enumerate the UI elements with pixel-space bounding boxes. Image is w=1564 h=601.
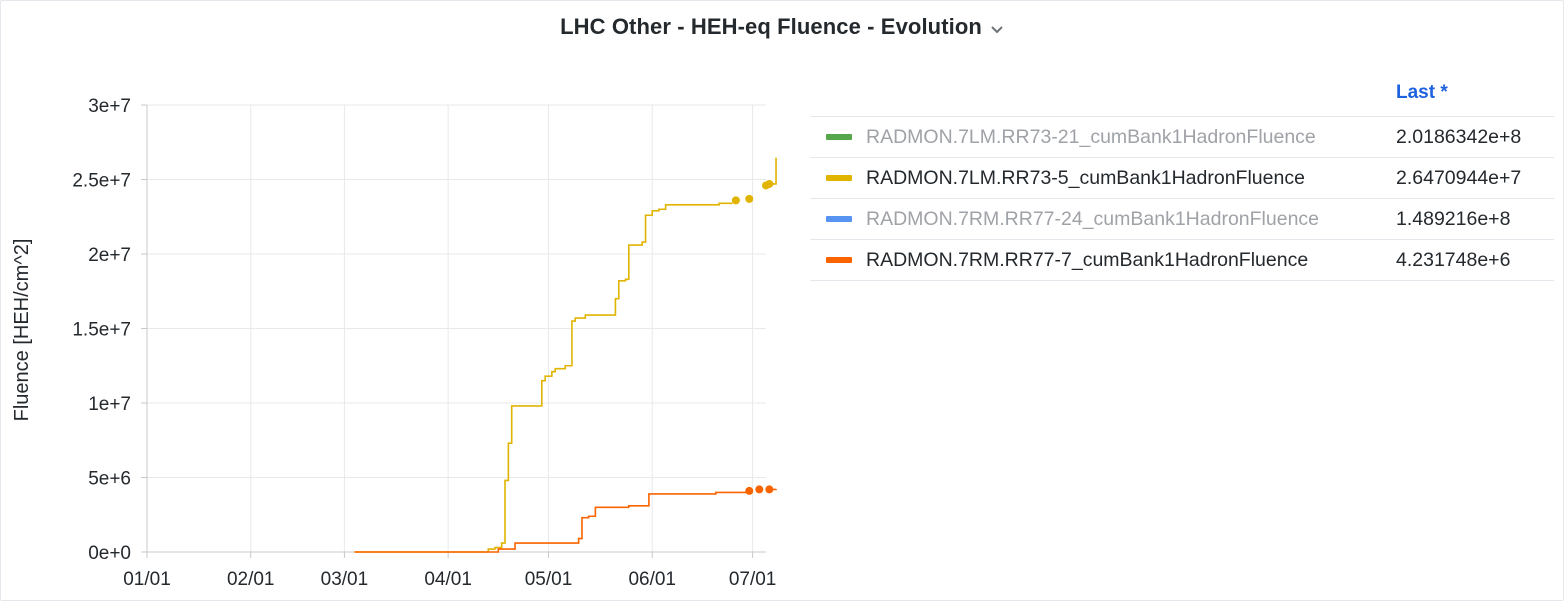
- y-tick-label: 0e+0: [88, 543, 131, 564]
- legend-swatch[interactable]: [826, 216, 852, 222]
- y-axis-ticks: 0e+0 5e+6 1e+7 1.5e+7 2e+7 2.5e+7 3e+7: [72, 96, 148, 564]
- legend-last-value: 2.6470944e+7: [1396, 167, 1522, 189]
- panel-title[interactable]: LHC Other - HEH-eq Fluence - Evolution: [560, 14, 982, 39]
- chart-grid: [146, 104, 766, 553]
- x-tick-label: 03/01: [321, 569, 369, 590]
- series-RADMON.7LM.RR73-5_cumBank1HadronFluence[interactable]: [354, 157, 777, 553]
- data-point[interactable]: [755, 485, 764, 494]
- series-line[interactable]: [354, 202, 733, 553]
- legend-header: Last *: [810, 76, 1554, 117]
- x-tick-label: 06/01: [628, 569, 676, 590]
- y-tick-label: 2e+7: [88, 245, 131, 266]
- legend-last-value: 2.0186342e+8: [1396, 126, 1522, 148]
- x-tick-label: 01/01: [123, 569, 171, 590]
- y-tick-label: 2.5e+7: [72, 171, 131, 192]
- series-line[interactable]: [354, 491, 746, 553]
- chevron-down-icon[interactable]: [990, 15, 1004, 41]
- legend-swatch[interactable]: [826, 134, 852, 140]
- chart-series: [354, 157, 777, 553]
- panel-title-bar[interactable]: LHC Other - HEH-eq Fluence - Evolution: [0, 14, 1564, 41]
- x-axis-ticks: 01/01 02/01 03/01 04/01 05/01 06/01 07/01: [123, 551, 777, 590]
- legend-last-value: 1.489216e+8: [1396, 208, 1511, 230]
- y-axis-label: Fluence [HEH/cm^2]: [11, 239, 33, 422]
- time-series-chart[interactable]: 0e+0 5e+6 1e+7 1.5e+7 2e+7 2.5e+7 3e+7 01/01 02…: [0, 0, 800, 601]
- y-tick-label: 3e+7: [88, 96, 131, 117]
- legend-table: Last * RADMON.7LM.RR73-21_cumBank1Hadron…: [810, 76, 1554, 281]
- y-tick-label: 1e+7: [88, 394, 131, 415]
- x-tick-label: 02/01: [227, 569, 275, 590]
- series-RADMON.7RM.RR77-7_cumBank1HadronFluence[interactable]: [354, 485, 777, 553]
- legend-swatch[interactable]: [826, 257, 852, 263]
- series-line-tail[interactable]: [769, 157, 777, 185]
- sort-last-column[interactable]: Last *: [1396, 82, 1448, 103]
- legend-row[interactable]: RADMON.7RM.RR77-7_cumBank1HadronFluence 4…: [810, 240, 1554, 281]
- legend-row[interactable]: RADMON.7LM.RR73-5_cumBank1HadronFluence 2…: [810, 158, 1554, 199]
- legend-series-name[interactable]: RADMON.7LM.RR73-21_cumBank1HadronFluence: [866, 126, 1316, 148]
- data-point[interactable]: [745, 194, 754, 203]
- data-point[interactable]: [745, 486, 754, 495]
- legend-last-value: 4.231748e+6: [1396, 249, 1511, 271]
- legend-series-name[interactable]: RADMON.7RM.RR77-24_cumBank1HadronFluence: [866, 208, 1320, 230]
- x-tick-label: 05/01: [525, 569, 573, 590]
- legend-row[interactable]: RADMON.7LM.RR73-21_cumBank1HadronFluence…: [810, 117, 1554, 158]
- legend-series-name[interactable]: RADMON.7LM.RR73-5_cumBank1HadronFluence: [866, 167, 1305, 189]
- y-tick-label: 5e+6: [88, 469, 131, 490]
- x-tick-label: 07/01: [729, 569, 777, 590]
- data-point[interactable]: [731, 196, 740, 205]
- legend-series-name[interactable]: RADMON.7RM.RR77-7_cumBank1HadronFluence: [866, 249, 1309, 271]
- x-tick-label: 04/01: [424, 569, 472, 590]
- legend-swatch[interactable]: [826, 175, 852, 181]
- y-tick-label: 1.5e+7: [72, 320, 131, 341]
- legend-row[interactable]: RADMON.7RM.RR77-24_cumBank1HadronFluence…: [810, 199, 1554, 240]
